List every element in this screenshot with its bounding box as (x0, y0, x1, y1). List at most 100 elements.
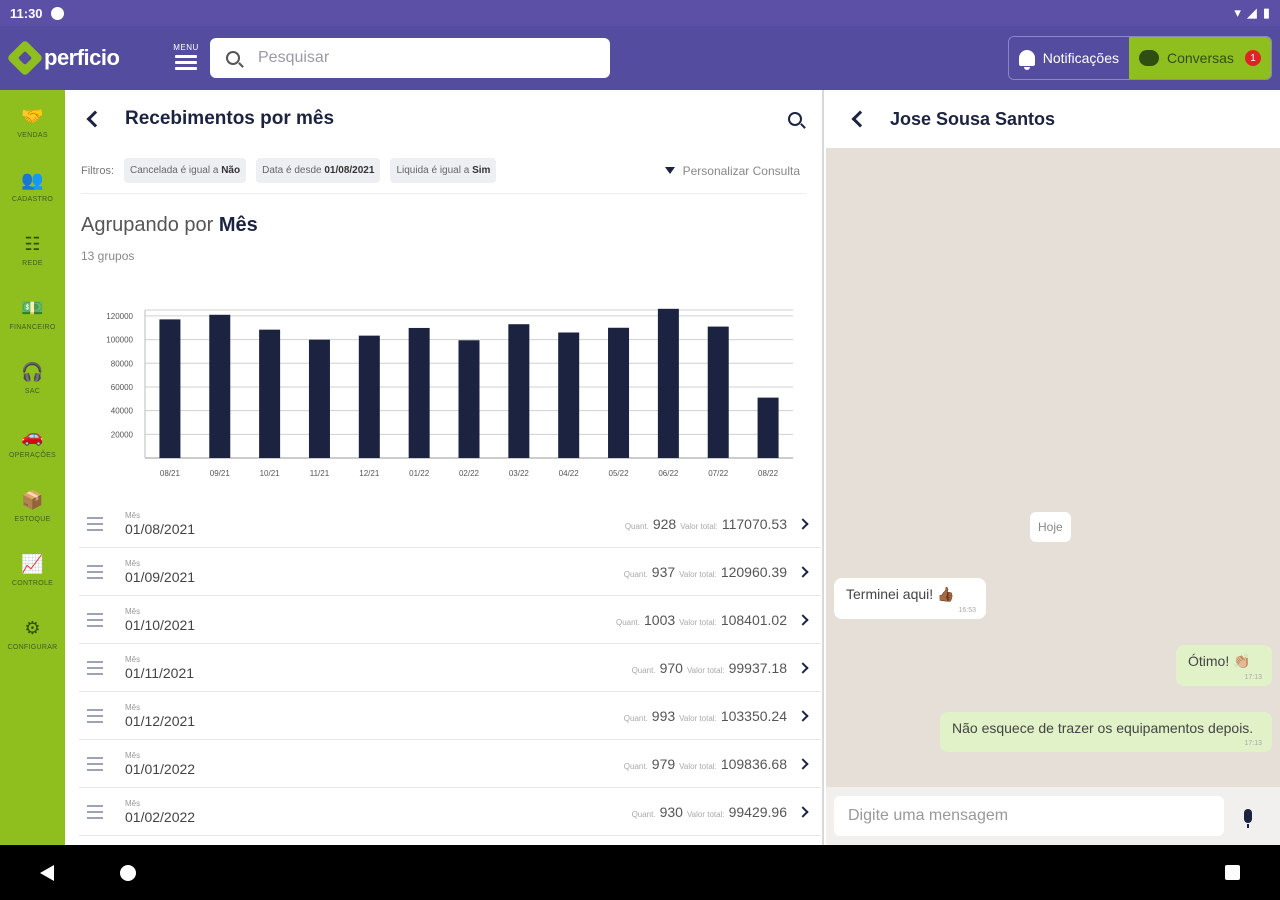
bar-08/22 (757, 397, 779, 458)
menu-button[interactable]: MENU (166, 43, 206, 73)
search-box[interactable] (210, 38, 610, 78)
chevron-right-icon (797, 517, 809, 530)
sidebar-item-label: CONTROLE (11, 579, 54, 587)
message-incoming: Terminei aqui! 👍🏾 16:53 (834, 578, 986, 619)
row-qty: 937 (651, 563, 676, 580)
message-time: 17:13 (1244, 674, 1262, 681)
report-header: Recebimentos por mês (65, 90, 822, 148)
list-item[interactable]: Mês 01/09/2021 Quant. 937 Valor total: 120960… (79, 548, 821, 596)
notifications-button[interactable]: Notificações (1008, 37, 1129, 79)
nav-recents-icon[interactable] (1225, 865, 1240, 880)
x-tick-label: 04/22 (559, 469, 580, 478)
total-label: Valor total: (679, 617, 717, 627)
row-field-label: Mês (125, 702, 141, 712)
total-label: Valor total: (679, 569, 717, 579)
message-time: 17:13 (1244, 740, 1262, 747)
app-status-icon (50, 6, 64, 20)
back-icon[interactable] (86, 110, 104, 128)
nav-back-icon[interactable] (40, 865, 54, 881)
list-item[interactable]: Mês 01/08/2021 Quant. 928 Valor total: 117070… (79, 500, 821, 548)
x-tick-label: 06/22 (658, 469, 679, 478)
sidebar-item-label: ESTOQUE (14, 515, 51, 523)
nav-home-icon[interactable] (120, 865, 136, 881)
status-time: 11:30 (10, 5, 43, 21)
sidebar-item-label: FINANCEIRO (9, 323, 56, 331)
conversations-button[interactable]: Conversas 1 (1129, 37, 1271, 79)
row-date: 01/08/2021 (125, 520, 196, 537)
users-icon: 👥 (21, 170, 44, 190)
network-icon: ☷ (24, 234, 41, 254)
bar-11/21 (308, 339, 330, 458)
filters-bar: Filtros: Cancelada é igual a Não Data é … (81, 158, 806, 194)
y-tick-label: 120000 (106, 312, 133, 321)
sidebar-item-cadastro[interactable]: 👥 CADASTRO (0, 154, 65, 218)
row-date: 01/09/2021 (125, 568, 196, 585)
list-icon (87, 756, 103, 771)
row-field-label: Mês (125, 750, 141, 760)
filter-chip-data[interactable]: Data é desde 01/08/2021 (256, 158, 381, 183)
customize-query-button[interactable]: Personalizar Consulta (664, 164, 800, 178)
headset-icon: 🎧 (21, 362, 44, 382)
x-tick-label: 02/22 (459, 469, 480, 478)
total-label: Valor total: (679, 761, 717, 771)
status-bar: 11:30 ▾ ◢ ▮ (0, 0, 1280, 26)
row-qty: 930 (659, 803, 683, 820)
row-date: 01/01/2022 (125, 760, 196, 777)
message-outgoing: Não esquece de trazer os equipamentos de… (940, 712, 1272, 752)
conversations-badge: 1 (1245, 50, 1261, 66)
message-outgoing: Ótimo! 👏🏼 17:13 (1176, 645, 1272, 686)
row-field-label: Mês (125, 654, 141, 664)
list-item[interactable]: Mês 01/02/2022 Quant. 930 Valor total: 99429.… (79, 788, 821, 836)
chart-icon: 📈 (21, 554, 44, 574)
sidebar-item-estoque[interactable]: 📦 ESTOQUE (0, 474, 65, 538)
list-icon (87, 516, 103, 531)
sidebar-item-vendas[interactable]: 🤝 VENDAS (0, 90, 65, 154)
search-input[interactable] (258, 49, 578, 67)
row-total: 103350.24 (720, 707, 787, 724)
page-title: Recebimentos por mês (125, 108, 335, 129)
app-logo[interactable]: perficio (6, 39, 152, 77)
qty-label: Quant. (631, 665, 656, 675)
sidebar-item-rede[interactable]: ☷ REDE (0, 218, 65, 282)
filter-chip-liquida[interactable]: Liquida é igual a Sim (390, 158, 497, 183)
sidebar-item-configurar[interactable]: ⚙ CONFIGURAR (0, 602, 65, 666)
bar-06/22 (657, 308, 679, 458)
list-item[interactable]: Mês 01/11/2021 Quant. 970 Valor total: 99937.… (79, 644, 821, 692)
bar-07/22 (707, 326, 729, 458)
filters-label: Filtros: (81, 164, 114, 177)
row-total: 120960.39 (720, 563, 787, 580)
bell-icon (1018, 50, 1035, 70)
x-tick-label: 05/22 (609, 469, 630, 478)
chevron-right-icon (797, 565, 809, 578)
y-tick-label: 80000 (111, 359, 134, 368)
logo-mark-icon (6, 39, 44, 77)
row-total: 99429.96 (728, 803, 787, 820)
row-qty: 993 (651, 707, 676, 724)
chat-back-icon[interactable] (851, 110, 869, 128)
chevron-right-icon (797, 613, 809, 626)
list-item[interactable]: Mês 01/12/2021 Quant. 993 Valor total: 103350… (79, 692, 821, 740)
x-tick-label: 03/22 (509, 469, 530, 478)
microphone-icon[interactable] (1244, 809, 1252, 828)
sidebar-item-financeiro[interactable]: 💵 FINANCEIRO (0, 282, 65, 346)
sidebar-item-label: VENDAS (17, 131, 48, 139)
sidebar-item-controle[interactable]: 📈 CONTROLE (0, 538, 65, 602)
message-input[interactable]: Digite uma mensagem (834, 796, 1224, 836)
list-icon (87, 612, 103, 627)
bar-04/22 (558, 332, 580, 458)
list-item[interactable]: Mês 01/01/2022 Quant. 979 Valor total: 109836… (79, 740, 821, 788)
sidebar-item-sac[interactable]: 🎧 SAC (0, 346, 65, 410)
filter-chip-cancelada[interactable]: Cancelada é igual a Não (124, 158, 247, 183)
sidebar-item-operações[interactable]: 🚗 OPERAÇÕES (0, 410, 65, 474)
list-icon (87, 804, 103, 819)
list-item[interactable]: Mês 01/10/2021 Quant. 1003 Valor total: 10840… (79, 596, 821, 644)
qty-label: Quant. (615, 617, 640, 627)
y-tick-label: 60000 (111, 383, 134, 392)
sidebar: 🤝 VENDAS 👥 CADASTRO ☷ REDE 💵 FINANCEIRO 🎧 SAC 🚗 OPE… (0, 90, 65, 845)
report-search-icon[interactable] (788, 112, 802, 126)
sidebar-item-label: CADASTRO (11, 195, 54, 203)
chat-icon (1139, 50, 1159, 66)
report-panel: Recebimentos por mês Filtros: Cancelada … (65, 90, 824, 845)
conversations-label: Conversas (1167, 50, 1234, 66)
grouping-field: Mês (218, 214, 258, 236)
